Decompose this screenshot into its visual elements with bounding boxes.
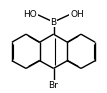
Text: HO: HO: [23, 10, 37, 19]
Text: Br: Br: [49, 81, 58, 90]
Text: B: B: [50, 17, 57, 27]
Text: OH: OH: [70, 10, 84, 19]
